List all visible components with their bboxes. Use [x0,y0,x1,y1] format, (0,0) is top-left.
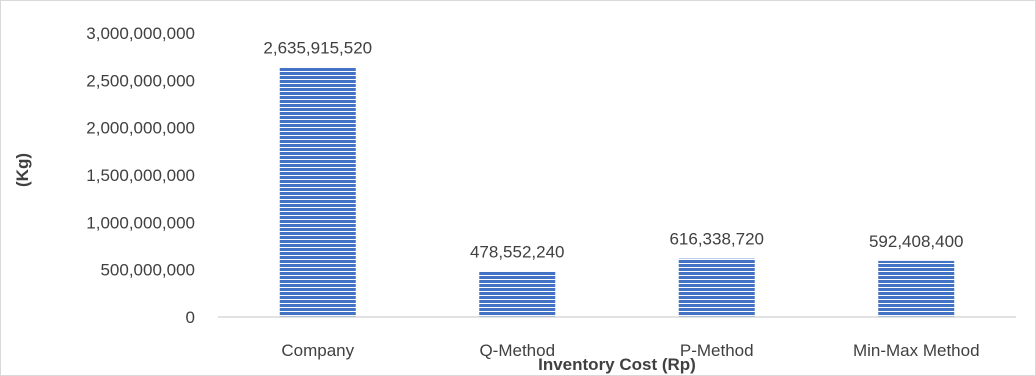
y-tick-label: 1,000,000,000 [86,213,195,232]
y-axis-title: (Kg) [13,153,32,187]
bar [279,67,356,317]
x-axis-title: Inventory Cost (Rp) [538,355,696,374]
bar-data-label: 478,552,240 [470,243,565,262]
y-tick-label: 2,500,000,000 [86,71,195,90]
bar-data-label: 616,338,720 [669,230,764,249]
x-tick-label: Min-Max Method [853,341,980,360]
bar-data-label: 592,408,400 [869,232,964,251]
x-tick-label: Q-Method [479,341,555,360]
bar [678,258,755,317]
bars [279,67,955,317]
x-axis-tick-labels: Company Q-Method P-Method Min-Max Method [281,341,979,360]
y-tick-label: 2,000,000,000 [86,119,195,138]
y-axis-tick-labels: 0 500,000,000 1,000,000,000 1,500,000,000 2,… [86,24,195,327]
bar [878,260,955,317]
x-tick-label: Company [281,341,354,360]
x-tick-label: P-Method [680,341,754,360]
bar-data-label: 2,635,915,520 [263,38,372,57]
bar [479,271,556,317]
data-labels: 2,635,915,520 478,552,240 616,338,720 592,4… [263,38,963,261]
y-tick-label: 3,000,000,000 [86,24,195,43]
y-tick-label: 1,500,000,000 [86,166,195,185]
y-tick-label: 0 [186,308,195,327]
y-tick-label: 500,000,000 [100,261,195,280]
